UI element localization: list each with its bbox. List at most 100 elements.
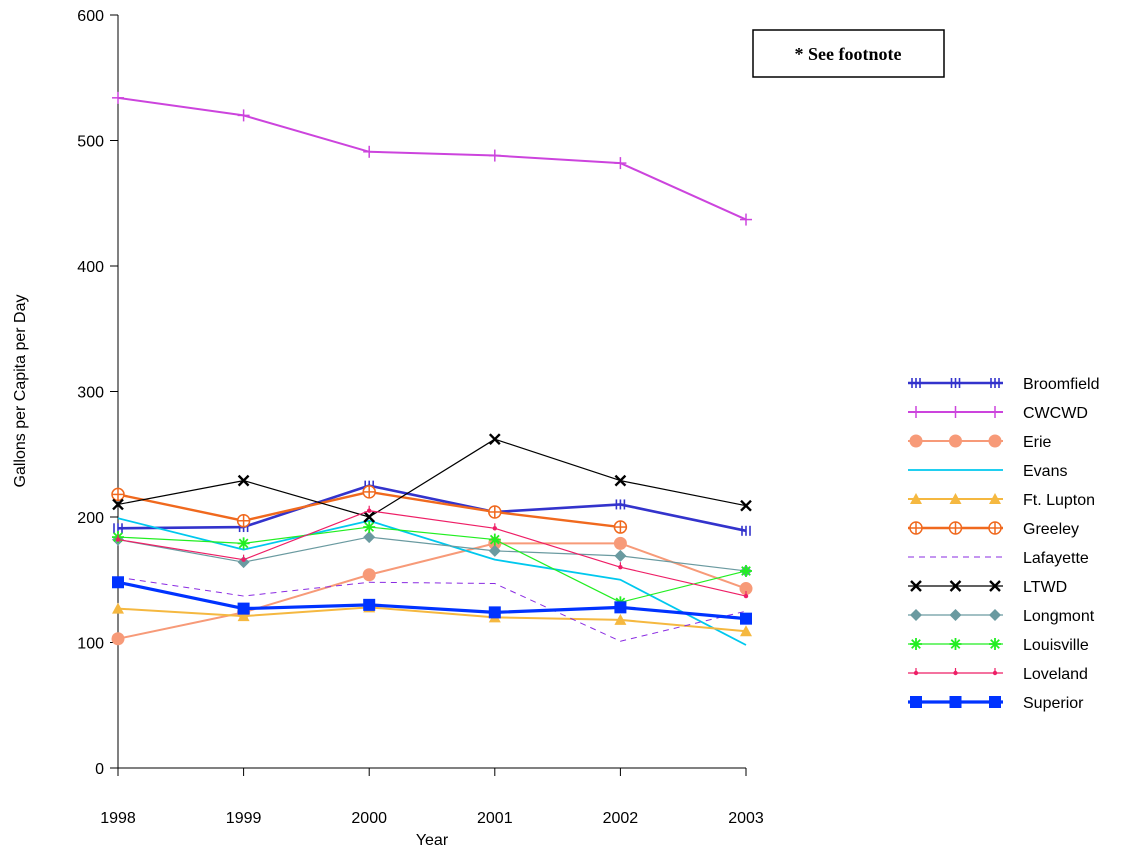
data-point-loveland <box>743 591 749 599</box>
legend-item-erie: Erie <box>908 434 1052 451</box>
data-point-superior <box>488 606 501 619</box>
data-point-broomfield <box>741 525 751 536</box>
legend-marker <box>989 638 1001 650</box>
footnote-annotation: * See footnote <box>752 29 945 78</box>
legend-marker <box>989 696 1001 708</box>
legend-marker <box>910 696 922 708</box>
data-point-ft-lupton <box>614 613 627 625</box>
series-line-longmont <box>117 536 747 572</box>
marker-stroke <box>949 580 962 592</box>
marker-dot <box>913 670 919 676</box>
y-tick-label: 200 <box>77 510 104 527</box>
marker-dot <box>241 557 246 562</box>
data-point-loveland <box>241 554 246 562</box>
marker-stroke <box>237 474 250 487</box>
legend-marker <box>910 638 922 650</box>
data-point-loveland <box>618 562 623 570</box>
data-point-loveland <box>115 534 121 542</box>
legend-marker <box>909 521 923 535</box>
data-point-cwcwd <box>740 213 752 226</box>
legend-label: LTWD <box>1023 579 1067 596</box>
legend-label: Erie <box>1023 434 1052 451</box>
data-point-ltwd <box>363 511 376 523</box>
y-tick-label: 300 <box>77 385 104 402</box>
legend-marker <box>989 609 1001 621</box>
marker-dot <box>953 670 958 676</box>
series-line-cwcwd <box>117 96 747 221</box>
data-point-ltwd <box>112 498 124 511</box>
legend-marker <box>949 580 962 592</box>
marker-stroke <box>910 580 922 592</box>
x-tick-label: 2000 <box>351 810 387 827</box>
axes: 0 100 200 300 400 500 600 1998 1999 2000 2001 2002 2… <box>77 8 764 827</box>
series-superior <box>112 576 752 625</box>
data-point-cwcwd <box>237 109 250 122</box>
data-point-ltwd <box>614 474 627 487</box>
data-point-cwcwd <box>614 157 627 170</box>
legend-marker <box>949 493 962 504</box>
y-axis-label: Gallons per Capita per Day <box>12 295 29 488</box>
legend-marker <box>953 668 958 676</box>
y-tick-label: 0 <box>95 761 104 778</box>
legend-item-broomfield: Broomfield <box>908 376 1099 393</box>
marker-dot <box>115 537 121 542</box>
marker-stroke <box>238 538 249 549</box>
series-line-evans <box>117 517 747 646</box>
data-point-loveland <box>367 505 372 513</box>
legend-marker <box>988 434 1002 448</box>
legend-marker <box>989 406 1001 418</box>
legend-item-louisville: Louisville <box>908 637 1089 654</box>
data-point-ft-lupton <box>740 625 752 637</box>
legend-label: Greeley <box>1023 521 1079 538</box>
series-cwcwd <box>112 91 752 226</box>
series-layer <box>111 91 753 646</box>
marker-dot <box>743 593 749 599</box>
legend-marker <box>992 668 998 676</box>
data-point-longmont <box>363 531 376 544</box>
legend-marker <box>911 378 921 388</box>
legend-item-ft-lupton: Ft. Lupton <box>908 492 1095 509</box>
legend-label: Superior <box>1023 695 1084 712</box>
marker-stroke <box>950 639 961 649</box>
legend-marker <box>910 609 922 621</box>
series-loveland <box>115 505 749 599</box>
legend: Broomfield CWCWD Erie Evans Ft. Lupton Greele… <box>908 376 1099 712</box>
data-point-ltwd <box>740 499 752 512</box>
legend-item-cwcwd: CWCWD <box>908 405 1088 422</box>
legend-marker <box>910 406 922 418</box>
series-ft-lupton <box>112 601 752 637</box>
data-point-erie <box>111 632 125 646</box>
legend-label: Longmont <box>1023 608 1095 625</box>
y-tick-label: 500 <box>77 134 104 151</box>
y-tick-label: 400 <box>77 259 104 276</box>
legend-label: Lafayette <box>1023 550 1089 567</box>
legend-label: Broomfield <box>1023 376 1099 393</box>
legend-marker <box>990 378 1000 388</box>
x-axis-label: Year <box>416 832 449 849</box>
series-line-loveland <box>117 510 747 597</box>
data-point-superior <box>112 576 124 589</box>
data-point-greeley <box>111 487 125 502</box>
legend-item-evans: Evans <box>908 463 1067 480</box>
legend-item-greeley: Greeley <box>908 521 1079 538</box>
data-point-greeley <box>613 520 628 534</box>
data-point-ltwd <box>488 433 501 446</box>
legend-marker <box>949 406 962 418</box>
marker-stroke <box>741 566 751 576</box>
data-point-cwcwd <box>488 149 501 162</box>
legend-item-superior: Superior <box>908 695 1084 712</box>
marker-stroke <box>363 511 376 523</box>
data-point-erie <box>362 568 376 582</box>
marker-stroke <box>112 498 124 511</box>
legend-marker <box>913 668 919 676</box>
data-point-ltwd <box>237 474 250 487</box>
footnote-box <box>752 29 945 78</box>
data-point-cwcwd <box>112 91 124 104</box>
legend-label: Evans <box>1023 463 1067 480</box>
x-tick-label: 1998 <box>100 810 136 827</box>
legend-item-longmont: Longmont <box>908 608 1095 625</box>
data-point-greeley <box>236 514 251 528</box>
marker-stroke <box>989 580 1001 592</box>
legend-marker <box>989 580 1001 592</box>
